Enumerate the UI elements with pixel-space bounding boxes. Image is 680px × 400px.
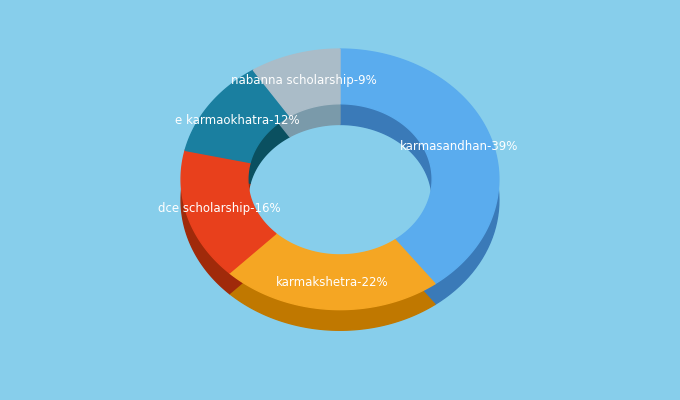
Text: e karmaokhatra-12%: e karmaokhatra-12% xyxy=(175,114,299,127)
Polygon shape xyxy=(229,254,435,330)
Polygon shape xyxy=(229,234,435,310)
Polygon shape xyxy=(181,150,276,273)
Polygon shape xyxy=(340,70,499,304)
Text: dce scholarship-16%: dce scholarship-16% xyxy=(158,202,281,215)
Polygon shape xyxy=(254,70,340,137)
Text: karmasandhan-39%: karmasandhan-39% xyxy=(400,140,518,154)
Polygon shape xyxy=(254,49,340,116)
Text: nabanna scholarship-9%: nabanna scholarship-9% xyxy=(231,74,377,87)
Polygon shape xyxy=(181,171,276,294)
Polygon shape xyxy=(340,49,499,284)
Polygon shape xyxy=(185,91,290,183)
Text: karmakshetra-22%: karmakshetra-22% xyxy=(275,276,388,288)
Polygon shape xyxy=(185,70,290,162)
